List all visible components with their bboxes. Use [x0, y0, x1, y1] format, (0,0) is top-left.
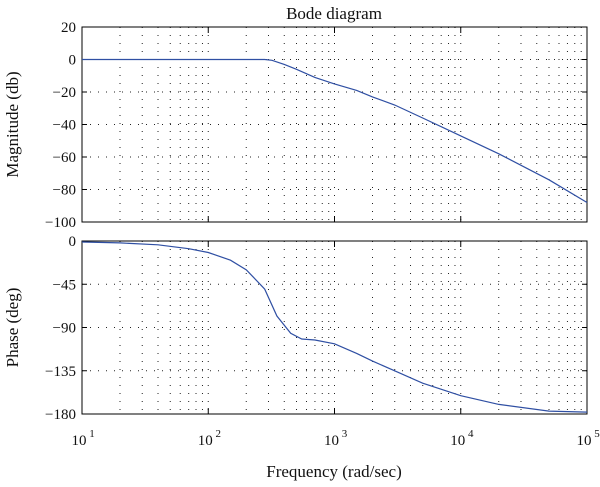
x-axis: 10 1 10 2 10 3 10 4 10 5	[72, 428, 600, 449]
magnitude-y-axis-label: Magnitude (db)	[3, 71, 22, 177]
y-tick-label: 0	[69, 234, 77, 250]
y-tick-label: −60	[53, 150, 76, 166]
y-tick-label: −135	[45, 364, 76, 380]
y-tick-label: −100	[45, 215, 76, 231]
y-tick-label: −40	[53, 118, 76, 134]
x-tick-exponent: 2	[216, 428, 222, 440]
magnitude-curve	[82, 58, 588, 204]
y-tick-label: −20	[53, 85, 76, 101]
plot-frame	[81, 26, 588, 223]
x-tick-exponent: 5	[594, 428, 600, 440]
y-tick-label: 0	[69, 53, 77, 69]
plot-panels: 20 0 −20 −40 −60 −80 −100 Magnitude (db) 0 −45 −90…	[3, 20, 588, 423]
y-tick-label: 20	[61, 20, 76, 36]
x-tick-label: 10	[324, 433, 339, 449]
phase-y-axis-label: Phase (deg)	[3, 288, 22, 368]
x-tick-label: 10	[198, 433, 213, 449]
x-axis-label: Frequency (rad/sec)	[266, 462, 401, 481]
phase-panel: 0 −45 −90 −135 −180 Phase (deg)	[3, 234, 588, 423]
x-tick-exponent: 4	[468, 428, 474, 440]
chart-title: Bode diagram	[286, 4, 382, 23]
x-tick-exponent: 3	[342, 428, 348, 440]
magnitude-panel: 20 0 −20 −40 −60 −80 −100 Magnitude (db)	[3, 20, 588, 231]
y-tick-label: −45	[53, 277, 76, 293]
x-tick-exponent: 1	[89, 428, 95, 440]
x-tick-label: 10	[72, 433, 87, 449]
y-tick-label: −180	[45, 407, 76, 423]
phase-curve	[81, 241, 588, 413]
x-tick-label: 10	[577, 433, 592, 449]
plot-frame	[81, 240, 588, 415]
x-tick-label: 10	[450, 433, 465, 449]
y-tick-label: −80	[53, 183, 76, 199]
y-tick-label: −90	[53, 321, 76, 337]
